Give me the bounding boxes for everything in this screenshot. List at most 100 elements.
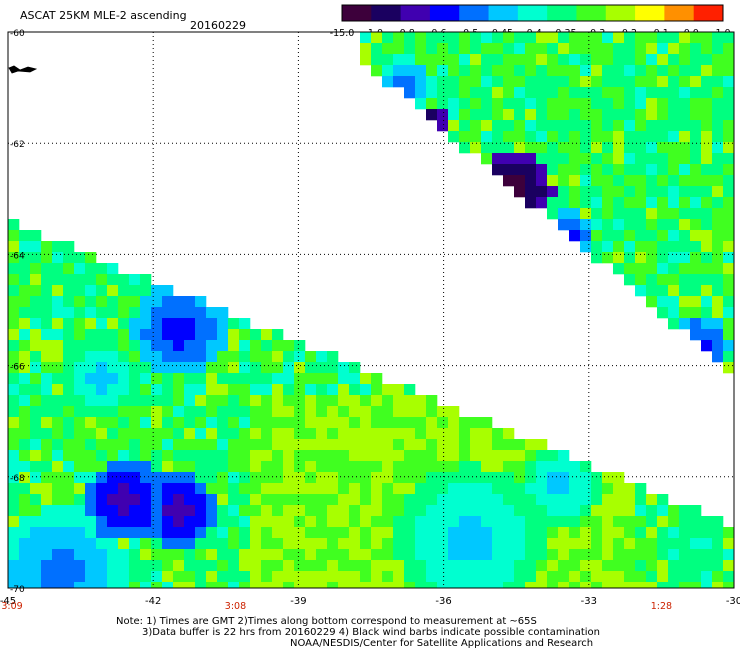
swath-cell bbox=[305, 538, 317, 550]
swath-cell bbox=[701, 197, 713, 209]
swath-cell bbox=[723, 329, 734, 341]
swath-cell bbox=[602, 538, 614, 550]
swath-cell bbox=[492, 527, 504, 539]
swath-cell bbox=[459, 142, 471, 154]
swath-cell bbox=[41, 505, 53, 517]
swath-cell bbox=[19, 340, 31, 352]
swath-cell bbox=[162, 384, 174, 396]
swath-cell bbox=[338, 483, 350, 495]
swath-cell bbox=[349, 417, 361, 429]
swath-cell bbox=[96, 373, 108, 385]
swath-cell bbox=[613, 98, 625, 110]
swath-cell bbox=[492, 439, 504, 451]
swath-cell bbox=[129, 274, 141, 286]
swath-cell bbox=[690, 241, 702, 253]
swath-cell bbox=[690, 274, 702, 286]
swath-cell bbox=[646, 230, 658, 242]
swath-cell bbox=[107, 450, 119, 462]
swath-cell bbox=[602, 219, 614, 231]
swath-cell bbox=[415, 516, 427, 528]
swath-cell bbox=[613, 263, 625, 275]
swath-cell bbox=[173, 340, 185, 352]
swath-cell bbox=[41, 252, 53, 264]
swath-cell bbox=[723, 263, 734, 275]
swath-cell bbox=[8, 318, 20, 330]
swath-cell bbox=[184, 362, 196, 374]
swath-cell bbox=[283, 340, 295, 352]
swath-cell bbox=[646, 186, 658, 198]
swath-cell bbox=[327, 395, 339, 407]
swath-cell bbox=[646, 131, 658, 143]
colorbar-swatch bbox=[547, 5, 577, 21]
swath-cell bbox=[272, 351, 284, 363]
swath-cell bbox=[41, 417, 53, 429]
swath-cell bbox=[151, 340, 163, 352]
swath-cell bbox=[437, 65, 449, 77]
swath-cell bbox=[701, 516, 713, 528]
swath-cell bbox=[140, 428, 152, 440]
swath-cell bbox=[569, 505, 581, 517]
swath-cell bbox=[184, 439, 196, 451]
swath-cell bbox=[712, 549, 724, 561]
swath-cell bbox=[250, 549, 262, 561]
swath-cell bbox=[393, 428, 405, 440]
colorbar-swatch bbox=[693, 5, 724, 21]
swath-cell bbox=[8, 582, 20, 588]
swath-cell bbox=[426, 516, 438, 528]
swath-cell bbox=[96, 549, 108, 561]
swath-cell bbox=[184, 549, 196, 561]
swath-cell bbox=[459, 76, 471, 88]
swath-cell bbox=[525, 505, 537, 517]
swath-cell bbox=[283, 373, 295, 385]
swath-cell bbox=[8, 560, 20, 572]
swath-cell bbox=[85, 395, 97, 407]
swath-cell bbox=[360, 505, 372, 517]
colorbar-swatch bbox=[664, 5, 695, 21]
swath-cell bbox=[536, 197, 548, 209]
swath-cell bbox=[459, 32, 471, 44]
swath-cell bbox=[19, 538, 31, 550]
swath-cell bbox=[602, 76, 614, 88]
time-label: 3:09 bbox=[1, 601, 22, 612]
swath-cell bbox=[448, 461, 460, 473]
swath-cell bbox=[85, 252, 97, 264]
swath-cell bbox=[448, 549, 460, 561]
swath-cell bbox=[646, 538, 658, 550]
swath-cell bbox=[41, 549, 53, 561]
swath-cell bbox=[426, 417, 438, 429]
swath-cell bbox=[591, 208, 603, 220]
swath-cell bbox=[712, 230, 724, 242]
swath-cell bbox=[239, 428, 251, 440]
swath-cell bbox=[184, 516, 196, 528]
swath-cell bbox=[30, 494, 42, 506]
swath-cell bbox=[371, 461, 383, 473]
swath-cell bbox=[591, 98, 603, 110]
swath-cell bbox=[184, 351, 196, 363]
swath-cell bbox=[712, 186, 724, 198]
product-date: 20160229 bbox=[190, 19, 246, 32]
swath-cell bbox=[701, 230, 713, 242]
swath-cell bbox=[723, 274, 734, 286]
swath-cell bbox=[437, 54, 449, 66]
swath-cell bbox=[525, 87, 537, 99]
swath-cell bbox=[437, 43, 449, 55]
swath-cell bbox=[338, 472, 350, 484]
swath-cell bbox=[195, 362, 207, 374]
swath-cell bbox=[360, 384, 372, 396]
swath-cell bbox=[96, 483, 108, 495]
swath-cell bbox=[437, 109, 449, 121]
swath-cell bbox=[492, 153, 504, 165]
swath-cell bbox=[558, 142, 570, 154]
swath-cell bbox=[613, 43, 625, 55]
swath-cell bbox=[338, 395, 350, 407]
swath-cell bbox=[492, 54, 504, 66]
swath-cell bbox=[63, 373, 75, 385]
swath-cell bbox=[129, 494, 141, 506]
swath-cell bbox=[162, 428, 174, 440]
swath-cell bbox=[162, 285, 174, 297]
swath-cell bbox=[393, 516, 405, 528]
swath-cell bbox=[668, 175, 680, 187]
swath-cell bbox=[294, 384, 306, 396]
swath-cell bbox=[8, 340, 20, 352]
swath-cell bbox=[239, 373, 251, 385]
